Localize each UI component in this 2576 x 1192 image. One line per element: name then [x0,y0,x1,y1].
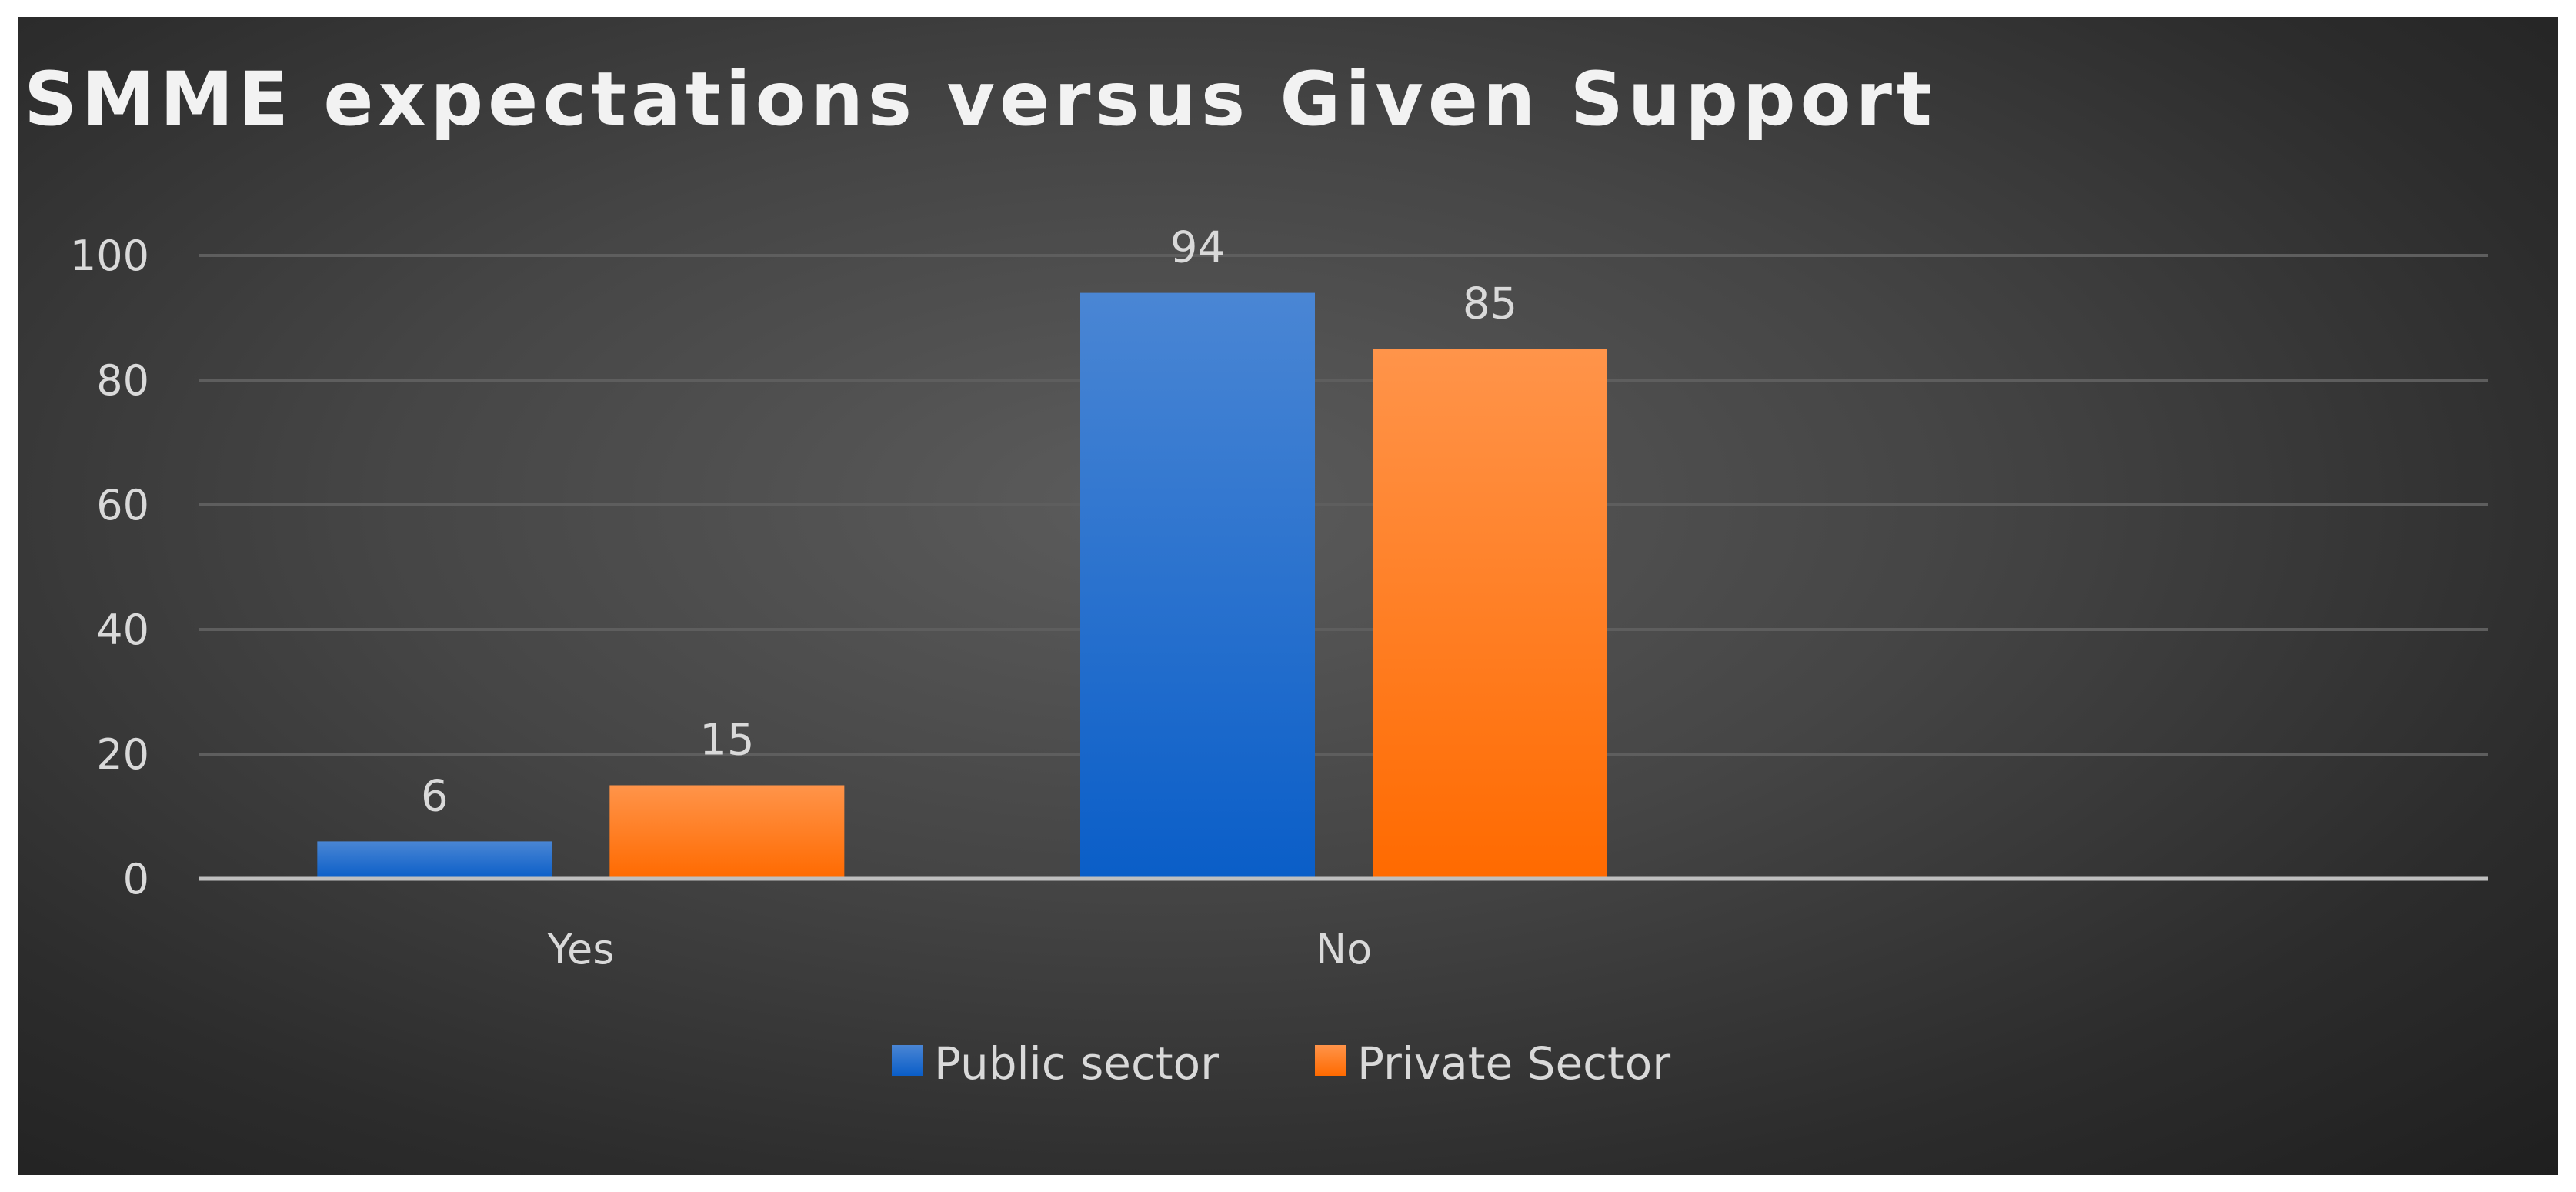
chart-title: SMME expectations versus Given Support [24,56,1937,142]
chart-frame: SMME expectations versus Given Support 0… [18,17,2558,1175]
x-category-label: Yes [546,925,614,973]
legend-label: Private Sector [1357,1037,1670,1090]
x-axis-categories: Yes No [546,925,1372,973]
legend-swatch-0 [892,1045,923,1076]
data-label: 85 [1463,279,1517,329]
y-tick-label: 20 [96,730,149,779]
legend: Public sector Private Sector [892,1037,1670,1090]
y-tick-label: 40 [96,606,149,654]
bar-yes-public-sector [317,841,552,879]
gridlines [199,254,2488,756]
y-tick-label: 0 [123,855,149,903]
bar-chart: SMME expectations versus Given Support 0… [24,56,2488,1090]
y-tick-label: 80 [96,356,149,405]
y-tick-label: 100 [70,232,149,280]
data-label: 6 [421,771,449,821]
x-category-label: No [1316,925,1372,973]
data-labels: 6 15 94 85 [421,223,1517,822]
legend-swatch-1 [1315,1045,1346,1076]
bar-no-public-sector [1080,292,1315,880]
data-label: 94 [1170,223,1225,273]
bars [317,292,1607,880]
bar-yes-private-sector [609,785,845,879]
legend-label: Public sector [934,1037,1219,1090]
y-tick-label: 60 [96,481,149,529]
bar-no-private-sector [1373,349,1607,879]
data-label: 15 [699,716,754,766]
y-axis-ticks: 0 20 40 60 80 100 [70,232,149,903]
